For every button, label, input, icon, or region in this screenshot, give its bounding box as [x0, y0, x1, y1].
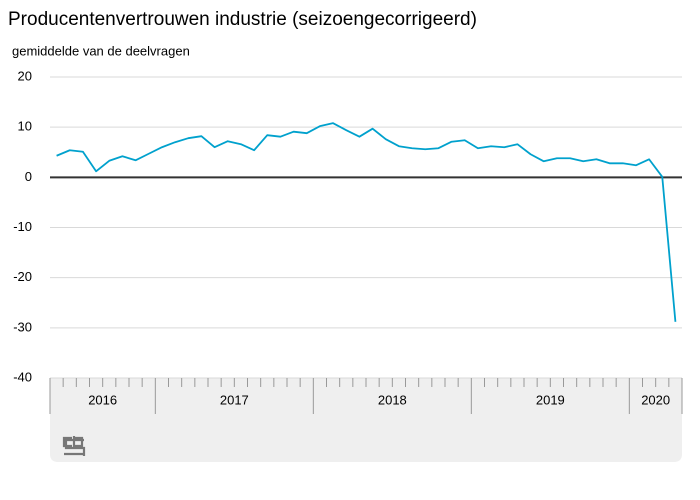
y-tick-label: -20 — [13, 269, 32, 284]
y-tick-label: -40 — [13, 369, 32, 384]
chart-title: Producentenvertrouwen industrie (seizoen… — [8, 9, 477, 30]
y-tick-label: 0 — [25, 169, 32, 184]
axis-band — [50, 378, 682, 462]
x-tick-label: 2018 — [378, 392, 407, 407]
x-tick-label: 2017 — [220, 392, 249, 407]
y-tick-label: 10 — [18, 119, 32, 134]
data-line — [56, 122, 677, 322]
y-tick-label: 20 — [18, 68, 32, 83]
y-tick-label: -10 — [13, 219, 32, 234]
chart-subtitle: gemiddelde van de deelvragen — [12, 43, 190, 58]
x-tick-label: 2020 — [641, 392, 670, 407]
x-tick-label: 2016 — [88, 392, 117, 407]
y-tick-label: -30 — [13, 319, 32, 334]
logo — [62, 436, 86, 456]
x-tick-label: 2019 — [536, 392, 565, 407]
